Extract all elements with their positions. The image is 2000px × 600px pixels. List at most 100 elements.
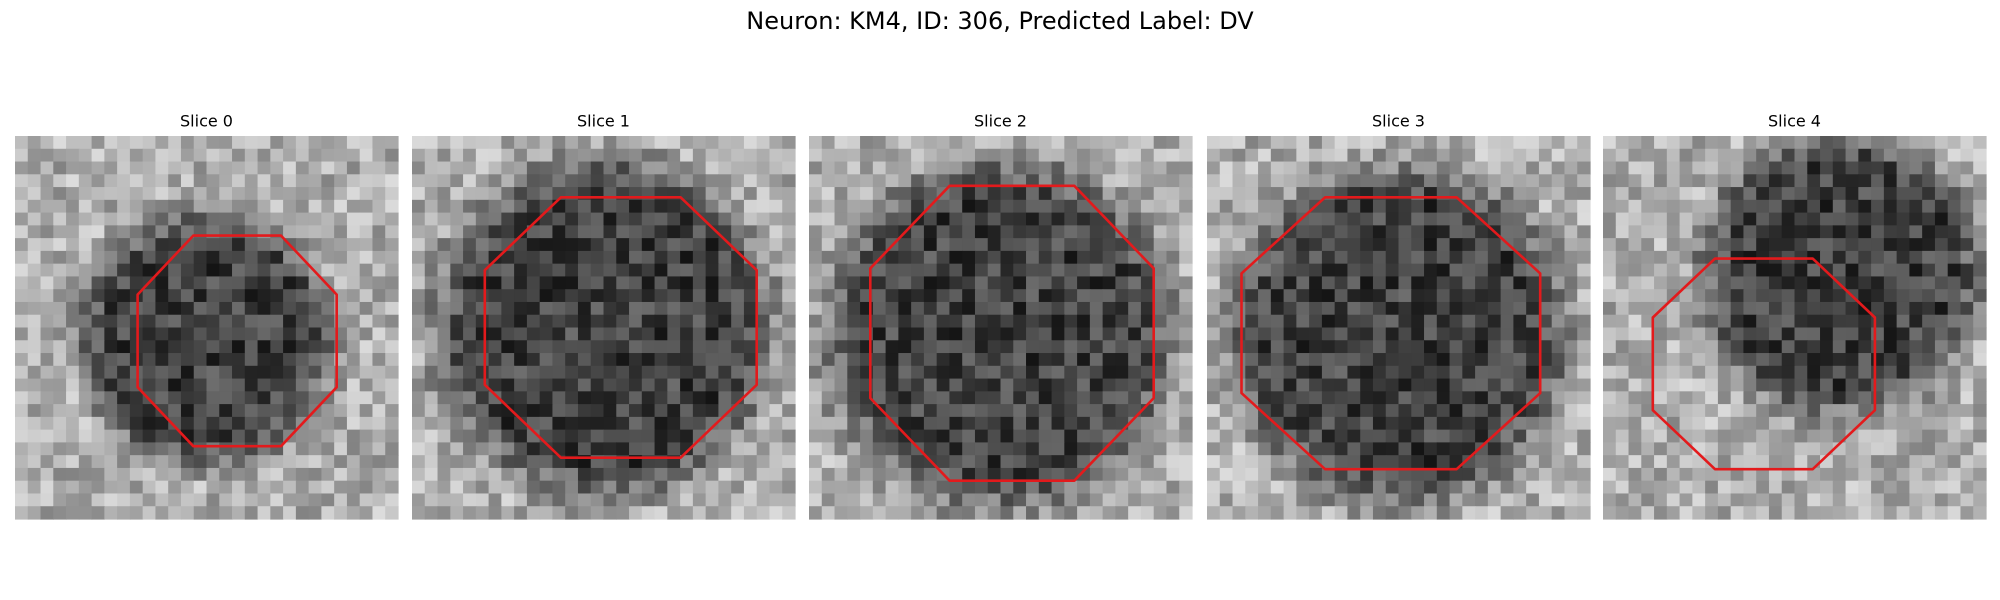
pixel xyxy=(1871,301,1885,316)
pixel xyxy=(1166,263,1180,278)
pixel xyxy=(193,161,208,175)
pixel xyxy=(142,212,157,226)
pixel xyxy=(437,340,451,354)
pixel xyxy=(936,340,951,354)
pixel xyxy=(1922,365,1936,380)
pixel xyxy=(1717,187,1732,201)
pixel xyxy=(705,161,719,175)
pixel xyxy=(1717,442,1732,456)
pixel xyxy=(1077,161,1091,175)
pixel xyxy=(654,212,668,226)
pixel xyxy=(1475,404,1489,418)
pixel xyxy=(1207,136,1221,150)
pixel xyxy=(1960,340,1974,354)
pixel xyxy=(1179,263,1193,278)
pixel xyxy=(488,378,502,392)
pixel xyxy=(962,429,976,443)
pixel xyxy=(898,353,912,367)
pixel xyxy=(463,289,477,303)
pixel xyxy=(847,212,861,226)
pixel xyxy=(1628,493,1642,507)
pixel xyxy=(270,263,284,278)
pixel xyxy=(1232,480,1246,495)
pixel xyxy=(1538,480,1553,495)
pixel xyxy=(987,455,1002,469)
pixel xyxy=(1360,506,1374,520)
pixel xyxy=(1436,225,1451,239)
pixel xyxy=(667,212,681,226)
pixel xyxy=(1360,353,1374,367)
pixel xyxy=(1679,199,1693,214)
pixel xyxy=(450,161,464,175)
pixel xyxy=(117,404,131,418)
pixel xyxy=(1153,250,1168,265)
pixel xyxy=(1026,301,1040,316)
pixel xyxy=(1717,199,1732,214)
pixel xyxy=(1013,506,1027,520)
pixel xyxy=(1615,353,1630,367)
pixel xyxy=(1102,493,1116,507)
pixel xyxy=(27,238,42,252)
pixel xyxy=(27,136,42,150)
pixel xyxy=(219,263,233,278)
pixel xyxy=(1258,199,1272,214)
pixel xyxy=(1641,455,1655,469)
pixel xyxy=(372,276,386,290)
pixel xyxy=(1321,416,1336,431)
pixel xyxy=(1166,225,1180,239)
pixel xyxy=(987,238,1002,252)
pixel xyxy=(117,416,131,431)
pixel xyxy=(1871,327,1885,341)
pixel xyxy=(308,340,322,354)
pixel xyxy=(1334,442,1349,456)
pixel xyxy=(155,301,169,316)
pixel xyxy=(1347,455,1361,469)
pixel xyxy=(923,506,938,520)
pixel xyxy=(1077,493,1091,507)
pixel xyxy=(565,480,579,495)
pixel xyxy=(308,225,322,239)
pixel xyxy=(450,493,464,507)
pixel xyxy=(1245,212,1259,226)
pixel xyxy=(962,404,976,418)
pixel xyxy=(283,199,297,214)
pixel xyxy=(872,263,887,278)
pixel xyxy=(1922,174,1936,188)
pixel xyxy=(193,187,208,201)
pixel xyxy=(1807,404,1821,418)
pixel xyxy=(1462,480,1476,495)
pixel xyxy=(1436,238,1451,252)
pixel xyxy=(526,340,541,354)
pixel xyxy=(424,212,439,226)
pixel xyxy=(1730,314,1745,329)
pixel xyxy=(1398,429,1412,443)
pixel xyxy=(1385,493,1400,507)
pixel xyxy=(1064,161,1078,175)
pixel xyxy=(1411,365,1425,380)
pixel xyxy=(1475,161,1489,175)
pixel xyxy=(1947,404,1962,418)
pixel xyxy=(514,404,528,418)
pixel xyxy=(257,506,271,520)
pixel xyxy=(577,314,592,329)
pixel xyxy=(488,353,502,367)
pixel xyxy=(1603,314,1617,329)
pixel xyxy=(731,467,745,482)
pixel xyxy=(1166,161,1180,175)
pixel xyxy=(450,365,464,380)
pixel xyxy=(308,429,322,443)
pixel xyxy=(1462,378,1476,392)
pixel xyxy=(949,353,963,367)
pixel xyxy=(809,365,823,380)
pixel xyxy=(603,378,617,392)
pixel xyxy=(463,416,477,431)
pixel xyxy=(1334,327,1349,341)
pixel xyxy=(1207,225,1221,239)
pixel xyxy=(155,506,169,520)
pixel xyxy=(782,250,796,265)
pixel xyxy=(1296,391,1310,405)
pixel xyxy=(1270,340,1285,354)
pixel xyxy=(1411,480,1425,495)
pixel xyxy=(1947,187,1962,201)
pixel xyxy=(1321,391,1336,405)
